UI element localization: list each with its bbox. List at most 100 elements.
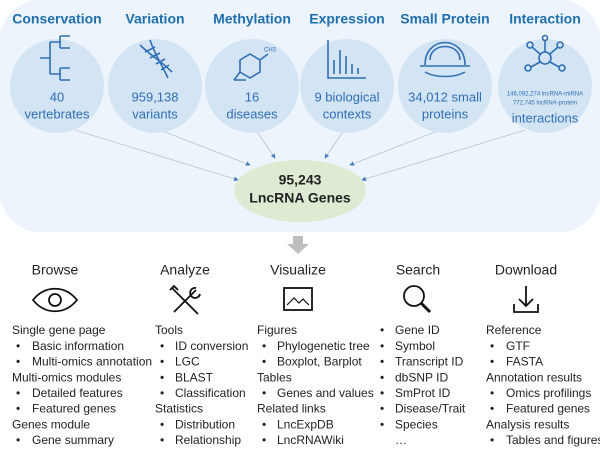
icons-top [40,34,566,81]
center-ellipse [234,160,366,222]
bullet: • [16,402,20,416]
list-item: Symbol [395,339,435,353]
list-item: ID conversion [175,339,248,353]
bullet: • [262,386,266,400]
section-title: Search [396,262,440,278]
list-item: FASTA [506,355,543,369]
list-item: Boxplot, Barplot [277,355,362,369]
list-item: Tables and figures [506,433,600,447]
list-item: Multi-omics annotation [32,355,152,369]
bullet: • [380,417,384,431]
module-circle [398,39,492,133]
bullet: • [160,370,164,384]
module-title: Interaction [509,11,581,27]
bullet: • [160,339,164,353]
list-item: Gene summary [32,433,114,447]
list-item: Figures [257,323,297,337]
list-item: Detailed features [32,386,123,400]
list-item: LGC [175,355,200,369]
icon-label: CH3 [264,48,277,54]
bullet: • [380,323,384,337]
list-item: LncRNAWiki [277,433,344,447]
list-item: Annotation results [486,370,582,384]
list-item: Transcript ID [395,355,464,369]
bullet: • [380,386,384,400]
module-title: Methylation [213,11,291,27]
list-item: Gene ID [395,323,440,337]
bullet: • [262,417,266,431]
module-text: 146,092,274 lncRNA-miRNA [507,92,583,98]
list-item: SmProt ID [395,386,451,400]
bullet: • [160,417,164,431]
bullet: • [380,339,384,353]
module-text: contexts [323,106,372,121]
module-text: vertebrates [24,106,90,121]
bullet: • [160,386,164,400]
list-item: Classification [175,386,246,400]
list-item: Reference [486,323,542,337]
down-arrow [287,236,309,254]
module-text: proteins [422,106,469,121]
list-item: Multi-omics modules [12,370,121,384]
center-text: LncRNA Genes [249,190,351,206]
list-item: Species [395,417,438,431]
list-item: Featured genes [506,402,590,416]
bullet: • [490,339,494,353]
list-item: Basic information [32,339,124,353]
module-circle [205,39,299,133]
bullet: • [160,355,164,369]
module-title: Small Protein [400,11,489,27]
bullet: • [262,355,266,369]
module-circle [10,39,104,133]
module-text: 9 biological [314,89,379,104]
module-circle [498,39,592,133]
bullet: • [262,339,266,353]
section-title: Download [495,262,557,278]
module-title: Conservation [12,11,101,27]
arrows [74,129,526,182]
module-title: Expression [309,11,384,27]
list-item: Distribution [175,417,235,431]
list-item: Related links [257,402,326,416]
list-item: LncExpDB [277,417,334,431]
list-item: Statistics [155,402,203,416]
list-item: Omics profilings [506,386,591,400]
module-circle [300,39,394,133]
module-text: 772,745 lncRNA-protein [513,101,577,107]
list-item: Genes module [12,417,90,431]
module-text: diseases [226,106,278,121]
bullet: • [380,370,384,384]
bullet: • [16,386,20,400]
list-item: Relationship [175,433,241,447]
bullet: • [490,355,494,369]
bullet: • [160,433,164,447]
bullet: • [490,386,494,400]
section-title: Visualize [270,262,326,278]
module-text: variants [132,106,178,121]
list-item: dbSNP ID [395,370,448,384]
list-item: Tools [155,323,183,337]
bullet: • [490,402,494,416]
bullet: • [16,339,20,353]
icons-bottom [31,284,539,315]
module-text: 16 [245,89,259,104]
bullet: • [380,355,384,369]
list-item: Genes and values [277,386,374,400]
list-item: Disease/Trait [395,402,466,416]
list-item: GTF [506,339,530,353]
module-text: 40 [50,89,64,104]
list-item: Single gene page [12,323,106,337]
module-circle [108,39,202,133]
bullet: • [262,433,266,447]
list-item: BLAST [175,370,214,384]
module-text: 34,012 small [408,89,482,104]
section-title: Browse [32,262,79,278]
list-item: … [395,433,407,447]
list-item: Featured genes [32,402,116,416]
list-item: Phylogenetic tree [277,339,370,353]
module-text: interactions [512,110,579,125]
section-title: Analyze [160,262,210,278]
center-text: 95,243 [279,172,322,188]
bullet: • [380,402,384,416]
